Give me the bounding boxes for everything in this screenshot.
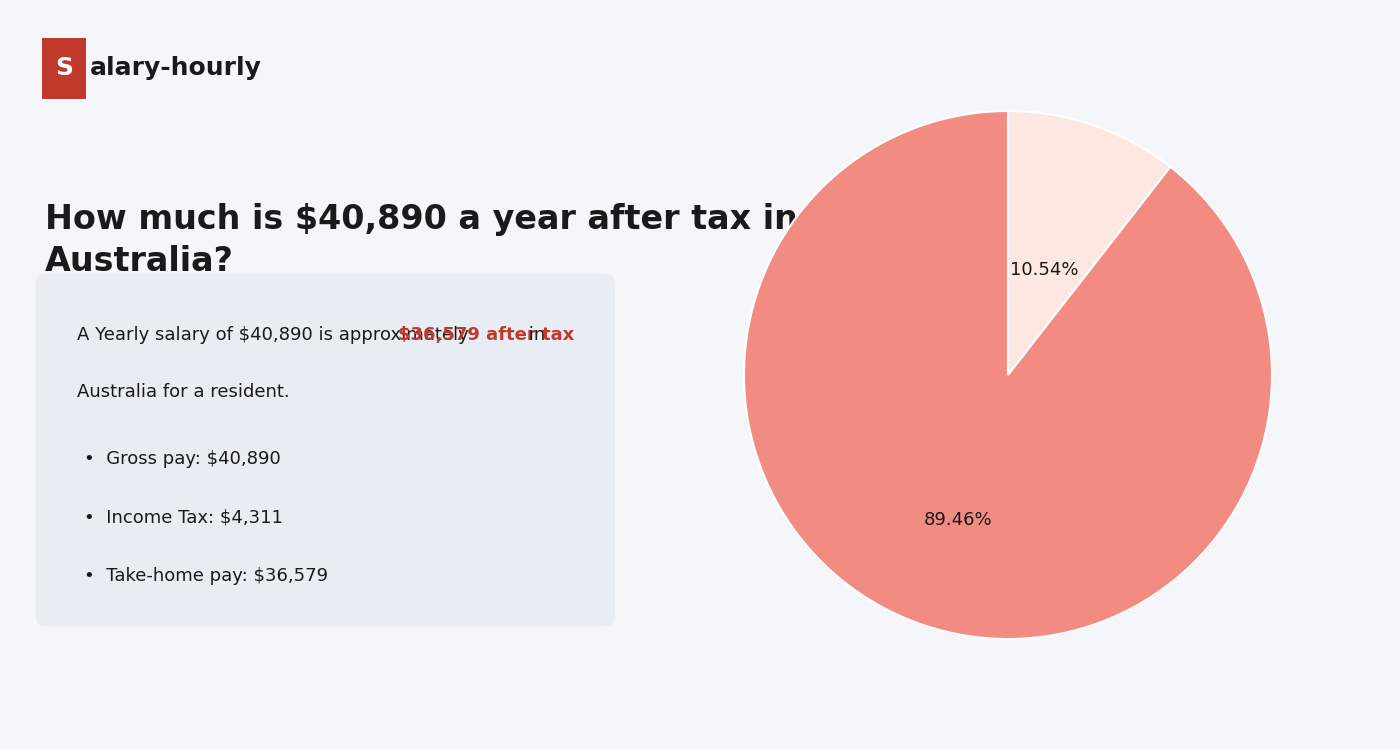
Text: S: S [55,56,73,80]
Text: 89.46%: 89.46% [924,511,993,529]
Text: $36,579 after tax: $36,579 after tax [399,326,575,344]
Text: A Yearly salary of $40,890 is approximately: A Yearly salary of $40,890 is approximat… [77,326,475,344]
Text: alary-hourly: alary-hourly [90,56,262,80]
Text: •  Income Tax: $4,311: • Income Tax: $4,311 [84,509,283,526]
FancyBboxPatch shape [35,274,615,626]
Wedge shape [1008,111,1170,375]
Text: 10.54%: 10.54% [1009,261,1078,279]
Text: Australia for a resident.: Australia for a resident. [77,382,290,400]
Wedge shape [743,111,1273,639]
Legend: Income Tax, Take-home Pay: Income Tax, Take-home Pay [832,0,1184,5]
Text: How much is $40,890 a year after tax in
Australia?: How much is $40,890 a year after tax in … [45,202,798,278]
Text: in: in [522,326,545,344]
Text: •  Take-home pay: $36,579: • Take-home pay: $36,579 [84,567,328,585]
FancyBboxPatch shape [42,38,85,99]
Text: •  Gross pay: $40,890: • Gross pay: $40,890 [84,450,280,468]
